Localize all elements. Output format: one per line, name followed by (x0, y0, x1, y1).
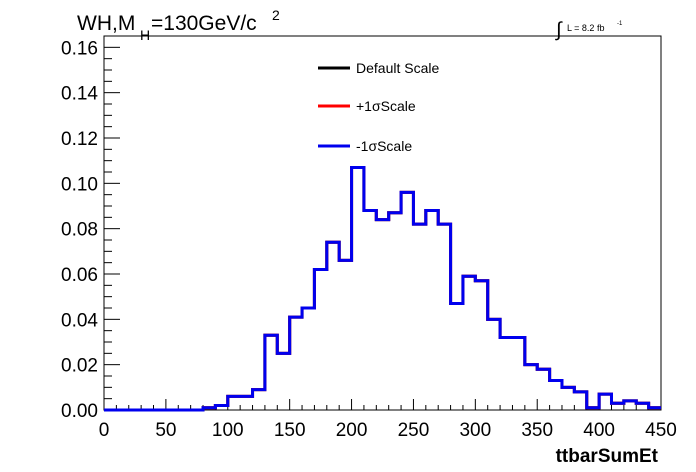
x-tick-label: 200 (336, 420, 368, 441)
y-tick-label: 0.10 (61, 174, 98, 195)
series-layer (104, 165, 661, 412)
legend: Default Scale +1σScale -1σScale (318, 60, 439, 154)
x-tick-label: 100 (212, 420, 244, 441)
axes: 0 50 100 150 200 250 300 350 400 450 0.00 0.02 0.04 0… (61, 35, 677, 441)
legend-label-2: -1σScale (356, 138, 412, 154)
plot-frame (103, 35, 662, 411)
x-tick-label: 50 (155, 420, 176, 441)
y-tick-label: 0.16 (61, 38, 98, 59)
x-axis-label: ttbarSumEt (556, 446, 659, 467)
y-tick-label: 0.04 (61, 310, 98, 331)
y-tick-label: 0.06 (61, 265, 98, 286)
x-tick-label: 0 (99, 420, 110, 441)
luminosity-label: ∫ L = 8.2 fb -1 (555, 19, 623, 41)
y-tick-label: 0.00 (61, 401, 98, 422)
luminosity-superscript: -1 (617, 21, 623, 27)
y-tick-label: 0.08 (61, 220, 98, 241)
y-tick-label: 0.12 (61, 129, 98, 150)
series-line-2 (104, 165, 661, 412)
title-subscript: H (140, 27, 150, 43)
x-tick-label: 400 (583, 420, 615, 441)
x-tick-label: 450 (645, 420, 677, 441)
title-prefix: WH,M (77, 12, 135, 35)
title-superscript: 2 (272, 7, 280, 23)
legend-label-1: +1σScale (356, 98, 416, 114)
luminosity-text: L = 8.2 fb (567, 23, 604, 33)
y-tick-label: 0.02 (61, 356, 98, 377)
x-tick-label: 250 (398, 420, 430, 441)
x-tick-label: 350 (521, 420, 553, 441)
x-tick-label: 150 (274, 420, 306, 441)
y-tick-label: 0.14 (61, 84, 98, 105)
integral-symbol: ∫ (555, 19, 563, 41)
x-tick-label: 300 (459, 420, 491, 441)
legend-label-0: Default Scale (356, 60, 439, 76)
chart-title: WH,M H =130GeV/c 2 (77, 7, 280, 43)
title-value: =130GeV/c (151, 12, 257, 35)
